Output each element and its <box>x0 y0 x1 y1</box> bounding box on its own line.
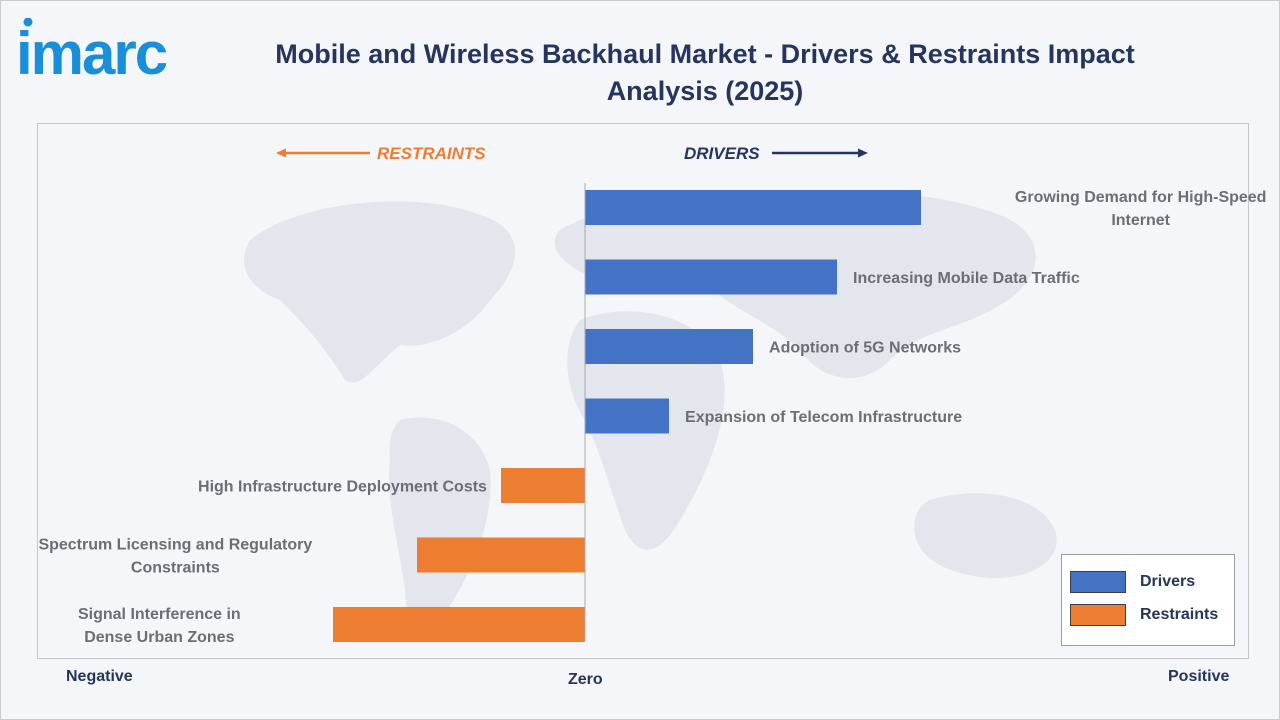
bars-layer: Growing Demand for High-Speed Internet Inc… <box>38 189 1266 646</box>
right-arrow-head-icon <box>858 148 868 158</box>
driver-bar-3 <box>585 329 753 364</box>
legend-swatch-restraints <box>1070 604 1126 626</box>
legend-swatch-drivers <box>1070 571 1126 593</box>
legend-item-drivers: Drivers <box>1070 571 1195 593</box>
axis-positive-label: Positive <box>1168 668 1230 685</box>
axis-negative-label: Negative <box>66 668 133 685</box>
legend-label-drivers: Drivers <box>1140 573 1196 590</box>
restraints-direction: RESTRAINTS <box>276 144 486 163</box>
restraint-label-2: Spectrum Licensing and Regulatory Constra… <box>38 537 312 577</box>
chart-title-line-2: Analysis (2025) <box>606 76 804 106</box>
legend-label-restraints: Restraints <box>1140 606 1219 623</box>
driver-bar-4 <box>585 398 669 434</box>
restraint-label-3: Signal Interference in Dense Urban Zones <box>78 606 241 646</box>
legend: Drivers Restraints <box>1061 554 1235 646</box>
legend-item-restraints: Restraints <box>1070 604 1218 626</box>
driver-bar-2 <box>585 259 837 295</box>
chart-title-line-1: Mobile and Wireless Backhaul Market - Dr… <box>275 39 1135 69</box>
driver-label-2: Increasing Mobile Data Traffic <box>853 270 1080 287</box>
restraint-bar-1 <box>501 468 585 503</box>
driver-label-1: Growing Demand for High-Speed Internet <box>1015 189 1267 229</box>
restraint-label-1: High Infrastructure Deployment Costs <box>198 479 487 496</box>
svg-text:imarc: imarc <box>18 20 167 87</box>
driver-label-4: Expansion of Telecom Infrastructure <box>685 409 962 426</box>
driver-bar-1 <box>585 190 921 225</box>
axis-zero-label: Zero <box>568 671 603 688</box>
left-arrow-head-icon <box>276 148 286 158</box>
driver-label-3: Adoption of 5G Networks <box>769 340 961 357</box>
chart-title: Mobile and Wireless Backhaul Market - Dr… <box>250 36 1160 110</box>
restraint-bar-2 <box>417 537 585 573</box>
imarc-logo: imarc <box>18 18 169 87</box>
drivers-label: DRIVERS <box>684 144 760 163</box>
restraint-bar-3 <box>333 607 585 642</box>
restraints-label: RESTRAINTS <box>377 144 486 163</box>
drivers-direction: DRIVERS <box>684 144 868 163</box>
